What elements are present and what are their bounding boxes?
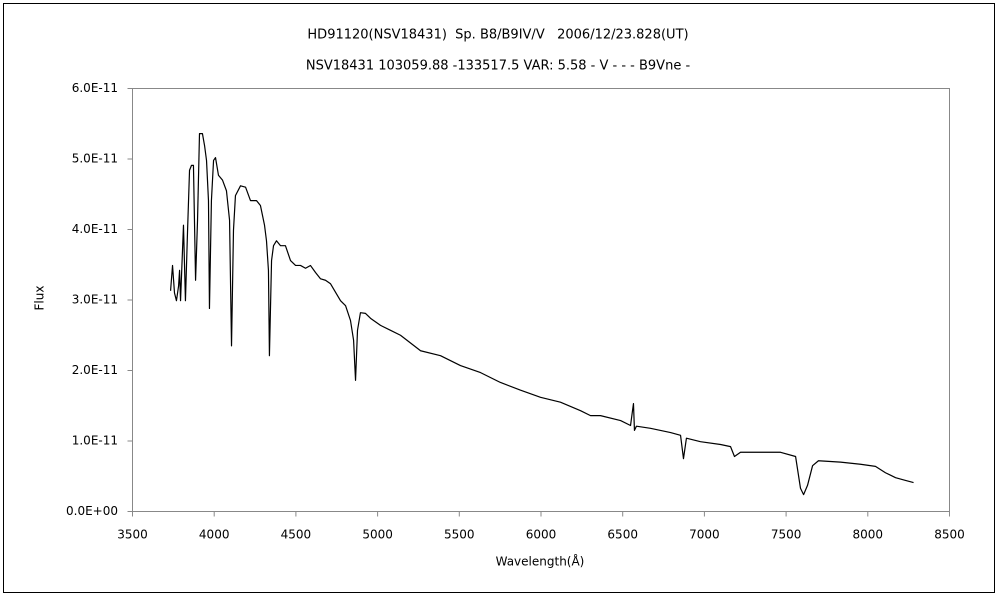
x-tick-label: 5500	[444, 528, 475, 542]
y-axis-label: Flux	[33, 286, 47, 311]
plot-area	[132, 88, 950, 512]
x-tick-label: 8500	[934, 528, 965, 542]
chart-subtitle: NSV18431 103059.88 -133517.5 VAR: 5.58 -…	[306, 59, 691, 74]
x-tick-label: 5000	[362, 528, 393, 542]
spectrum-line	[169, 133, 914, 496]
y-tick-label: 4.0E-11	[72, 222, 118, 236]
x-tick-label: 6000	[526, 528, 557, 542]
x-tick-label: 4000	[199, 528, 230, 542]
x-axis-label: Wavelength(Å)	[496, 554, 585, 569]
chart-title: HD91120(NSV18431) Sp. B8/B9IV/V 2006/12/…	[307, 28, 688, 43]
x-tick-label: 6500	[607, 528, 638, 542]
x-tick-label: 8000	[853, 528, 884, 542]
x-tick-label: 7500	[771, 528, 802, 542]
y-tick-label: 0.0E+00	[66, 504, 118, 518]
y-tick-label: 1.0E-11	[72, 434, 118, 448]
x-tick-label: 3500	[117, 528, 148, 542]
y-tick-label: 2.0E-11	[72, 363, 118, 377]
x-tick-label: 4500	[281, 528, 312, 542]
y-tick-label: 5.0E-11	[72, 152, 118, 166]
x-tick-label: 7000	[689, 528, 720, 542]
y-tick-label: 3.0E-11	[72, 293, 118, 307]
y-tick-label: 6.0E-11	[72, 81, 118, 95]
